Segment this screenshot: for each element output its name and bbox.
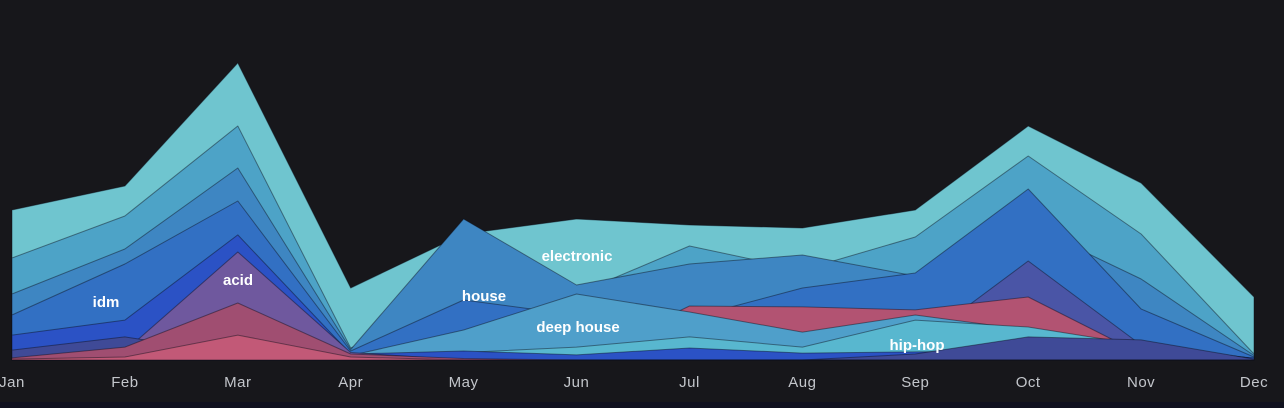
series-label-idm: idm bbox=[93, 294, 120, 311]
series-label-hip-hop: hip-hop bbox=[890, 337, 945, 354]
x-axis-label-jan: Jan bbox=[0, 374, 25, 391]
x-axis-label-oct: Oct bbox=[1016, 374, 1041, 391]
x-axis-label-may: May bbox=[449, 374, 479, 391]
area-series-unlabeled-mauve[interactable] bbox=[11, 302, 1255, 361]
series-label-electronic: electronic bbox=[542, 248, 613, 265]
series-label-house: house bbox=[462, 288, 506, 305]
x-axis-label-jul: Jul bbox=[679, 374, 700, 391]
x-axis-label-sep: Sep bbox=[901, 374, 929, 391]
series-label-deep-house: deep house bbox=[536, 319, 619, 336]
x-axis-label-jun: Jun bbox=[564, 374, 590, 391]
x-axis-label-aug: Aug bbox=[788, 374, 816, 391]
x-axis-label-nov: Nov bbox=[1127, 374, 1155, 391]
x-axis-label-dec: Dec bbox=[1240, 374, 1268, 391]
x-axis-label-apr: Apr bbox=[338, 374, 363, 391]
series-label-acid: acid bbox=[223, 272, 253, 289]
x-axis-label-feb: Feb bbox=[111, 374, 138, 391]
bottom-edge-strip bbox=[0, 402, 1284, 408]
x-axis-label-mar: Mar bbox=[224, 374, 251, 391]
area-series-unlabeled-pink[interactable] bbox=[11, 334, 1255, 361]
